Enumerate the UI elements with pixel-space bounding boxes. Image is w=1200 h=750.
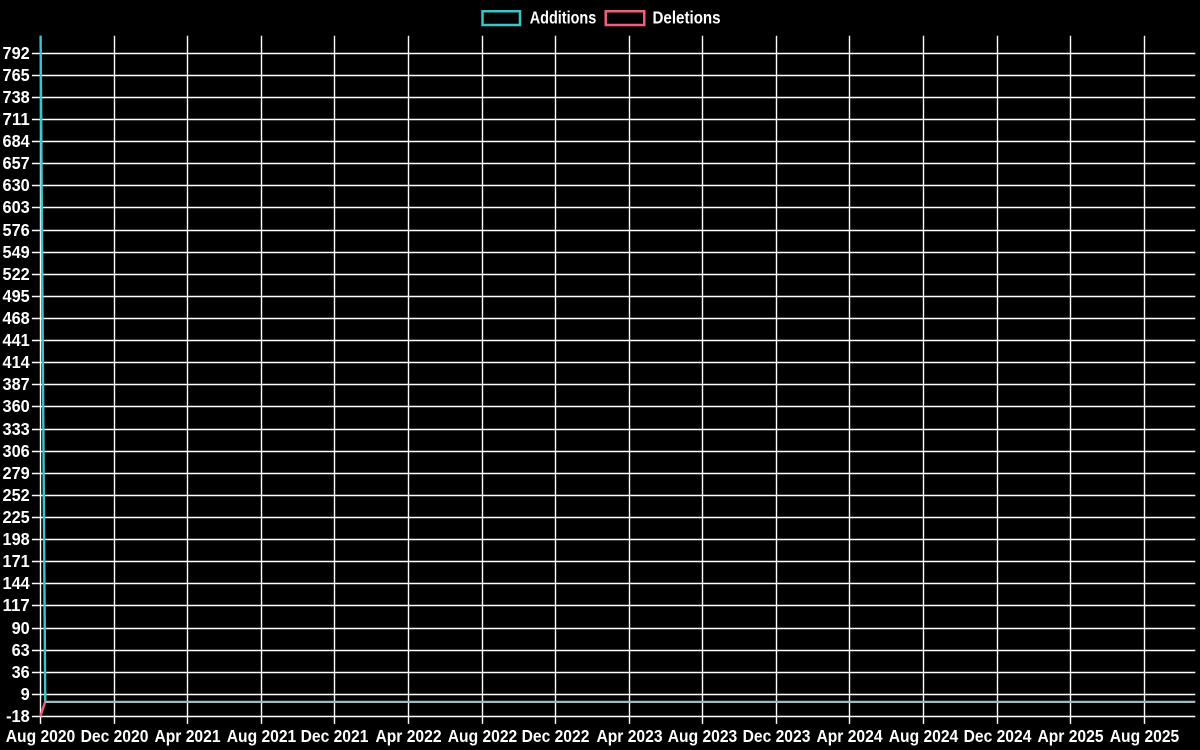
svg-text:441: 441	[3, 330, 30, 350]
svg-text:360: 360	[3, 396, 30, 416]
svg-text:Aug 2022: Aug 2022	[448, 726, 518, 746]
svg-text:Aug 2025: Aug 2025	[1110, 726, 1180, 746]
svg-text:Aug 2021: Aug 2021	[227, 726, 297, 746]
svg-text:576: 576	[3, 220, 30, 240]
svg-text:144: 144	[3, 573, 30, 593]
svg-text:36: 36	[12, 662, 30, 682]
svg-text:495: 495	[3, 286, 30, 306]
svg-text:306: 306	[3, 441, 30, 461]
svg-text:603: 603	[3, 197, 30, 217]
svg-text:-18: -18	[6, 706, 30, 726]
svg-text:414: 414	[3, 352, 30, 372]
svg-text:468: 468	[3, 308, 30, 328]
svg-text:171: 171	[3, 551, 30, 571]
svg-text:Dec 2023: Dec 2023	[743, 726, 811, 746]
svg-text:Apr 2021: Apr 2021	[154, 726, 220, 746]
svg-text:Aug 2020: Aug 2020	[6, 726, 76, 746]
svg-text:Dec 2021: Dec 2021	[301, 726, 369, 746]
svg-text:Apr 2022: Apr 2022	[375, 726, 441, 746]
svg-text:387: 387	[3, 374, 30, 394]
svg-text:549: 549	[3, 242, 30, 262]
svg-text:90: 90	[12, 618, 30, 638]
svg-text:Additions: Additions	[530, 8, 597, 28]
svg-text:Apr 2025: Apr 2025	[1037, 726, 1103, 746]
svg-text:225: 225	[3, 507, 30, 527]
svg-text:765: 765	[3, 65, 30, 85]
svg-text:684: 684	[3, 131, 30, 151]
svg-text:711: 711	[3, 109, 30, 129]
svg-text:252: 252	[3, 485, 30, 505]
svg-text:792: 792	[3, 43, 30, 63]
svg-text:657: 657	[3, 153, 30, 173]
svg-text:522: 522	[3, 264, 30, 284]
svg-text:63: 63	[12, 640, 30, 660]
svg-text:9: 9	[21, 684, 30, 704]
svg-text:630: 630	[3, 175, 30, 195]
svg-text:738: 738	[3, 87, 30, 107]
svg-text:Aug 2023: Aug 2023	[668, 726, 738, 746]
svg-text:279: 279	[3, 463, 30, 483]
svg-text:Dec 2024: Dec 2024	[964, 726, 1032, 746]
svg-text:Apr 2024: Apr 2024	[816, 726, 882, 746]
svg-text:198: 198	[3, 529, 30, 549]
svg-text:333: 333	[3, 419, 30, 439]
svg-text:Dec 2020: Dec 2020	[81, 726, 149, 746]
svg-text:Aug 2024: Aug 2024	[889, 726, 959, 746]
svg-text:Dec 2022: Dec 2022	[522, 726, 590, 746]
svg-text:Deletions: Deletions	[653, 8, 721, 28]
svg-text:117: 117	[3, 595, 30, 615]
svg-text:Apr 2023: Apr 2023	[596, 726, 662, 746]
